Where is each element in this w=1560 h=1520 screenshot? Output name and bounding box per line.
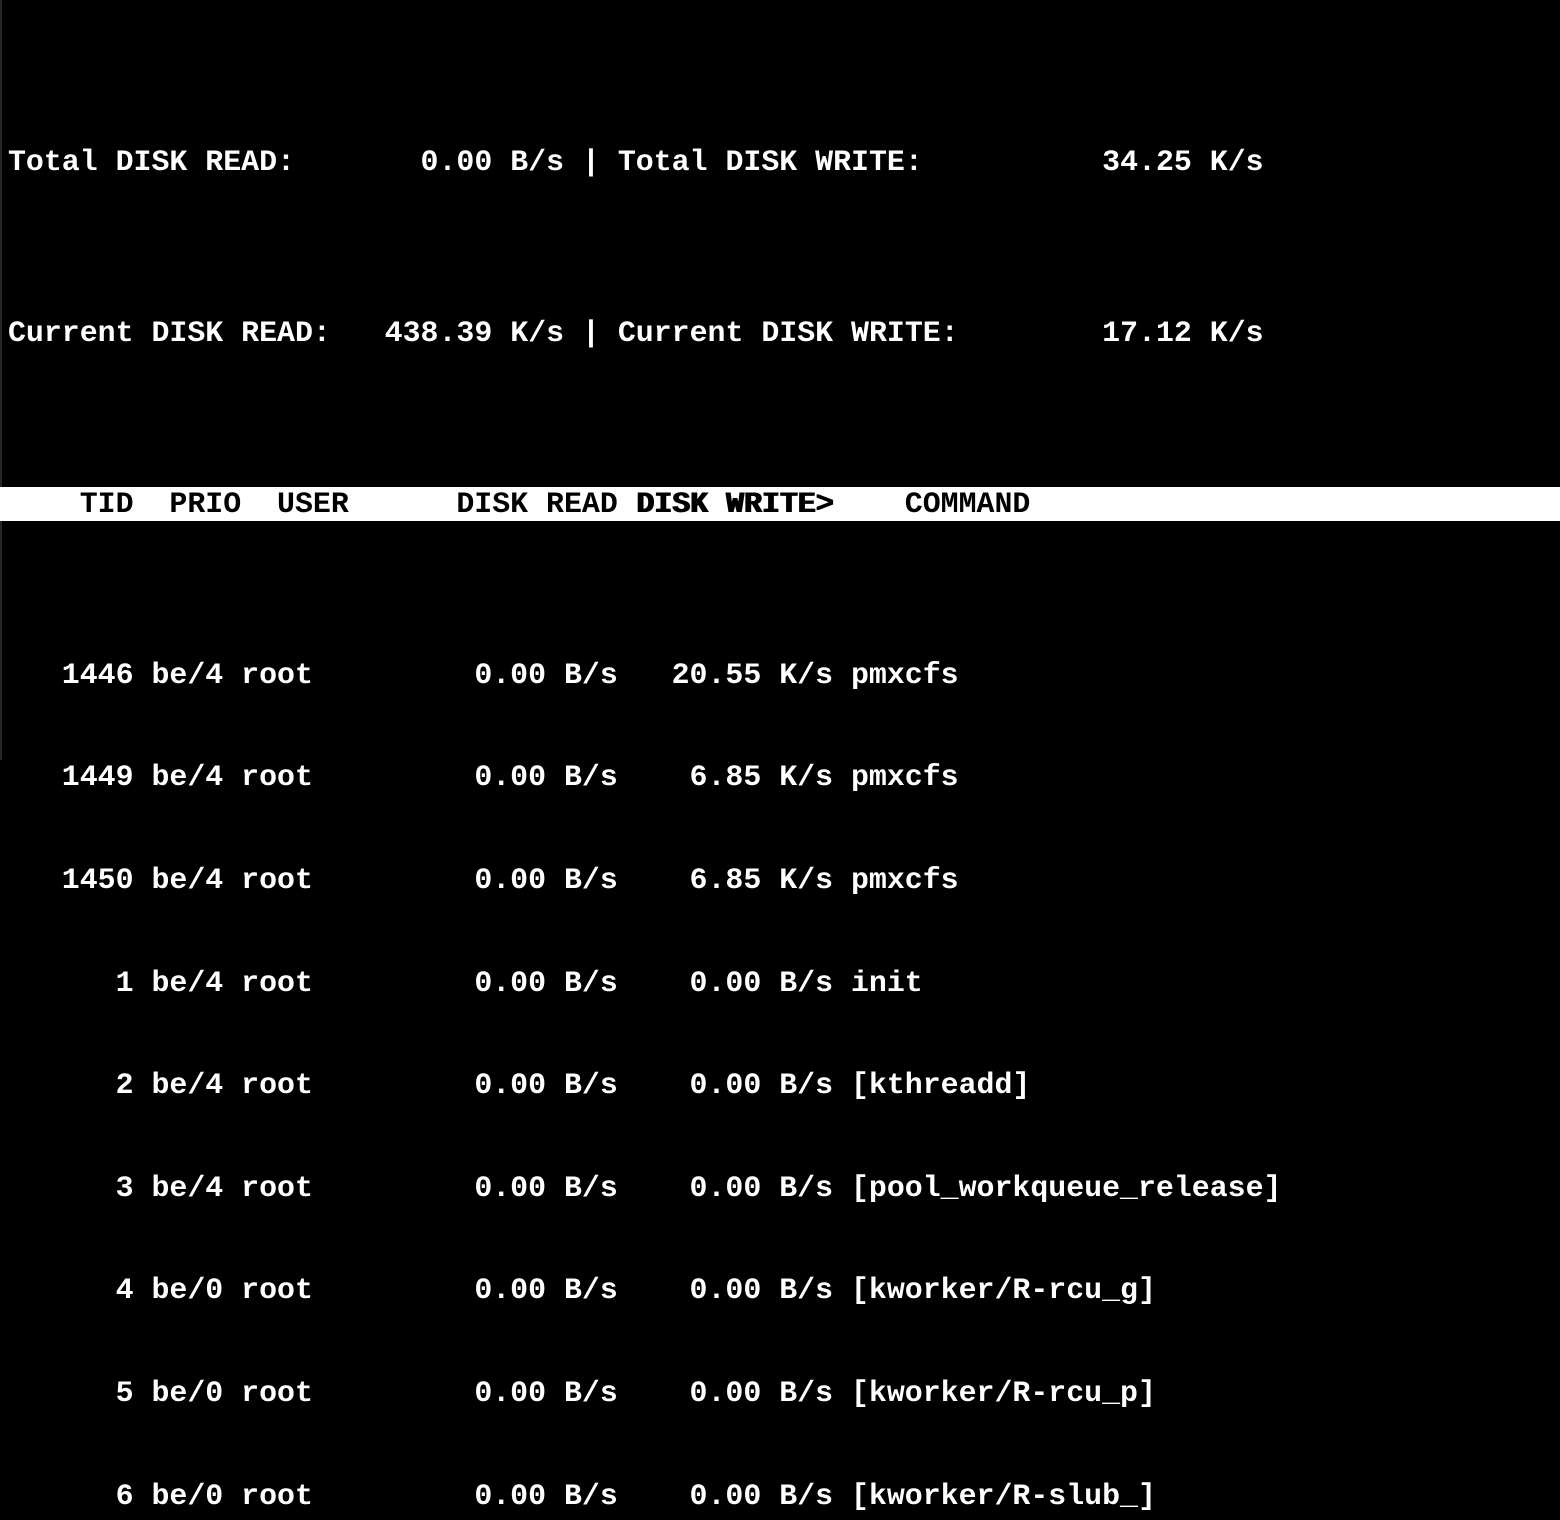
current-disk-read-value: 438.39 K/s bbox=[384, 315, 565, 350]
disk-write-cell: 0.00 B/s bbox=[689, 965, 834, 1000]
tid-cell: 6 bbox=[115, 1478, 134, 1513]
summary-separator: | bbox=[581, 144, 600, 179]
summary-total-line: Total DISK READ: 0.00 B/s | Total DISK WRIT… bbox=[8, 145, 1560, 179]
command-cell: pmxcfs bbox=[850, 863, 959, 897]
user-cell: root bbox=[241, 1273, 313, 1308]
disk-write-cell: 0.00 B/s bbox=[689, 1068, 834, 1103]
process-row: 3 be/4 root 0.00 B/s 0.00 B/s [pool_workqueue… bbox=[8, 1171, 1560, 1205]
disk-write-cell: 0.00 B/s bbox=[689, 1170, 834, 1205]
user-cell: root bbox=[241, 965, 313, 1000]
disk-write-cell: 0.00 B/s bbox=[689, 1478, 834, 1513]
command-cell: pmxcfs bbox=[850, 760, 959, 795]
command-cell: init bbox=[850, 965, 923, 1000]
user-cell: root bbox=[241, 863, 313, 897]
summary-current-line: Current DISK READ: 438.39 K/s | Current DIS… bbox=[8, 316, 1560, 350]
disk-write-cell: 6.85 K/s bbox=[689, 863, 834, 897]
prio-cell: be/0 bbox=[151, 1273, 224, 1308]
disk-read-cell: 0.00 B/s bbox=[474, 657, 618, 692]
process-row: 1 be/4 root 0.00 B/s 0.00 B/s init bbox=[8, 966, 1560, 1000]
user-cell: root bbox=[241, 1478, 313, 1513]
prio-cell: be/4 bbox=[151, 657, 224, 692]
user-cell: root bbox=[241, 1375, 313, 1410]
tid-cell: 1 bbox=[115, 965, 134, 1000]
command-cell: [pool_workqueue_release] bbox=[850, 1170, 1282, 1205]
prio-cell: be/4 bbox=[151, 760, 224, 795]
current-disk-write-label: Current DISK WRITE: bbox=[617, 315, 959, 350]
user-cell: root bbox=[241, 657, 313, 692]
tid-cell: 3 bbox=[115, 1170, 134, 1205]
prio-cell: be/0 bbox=[151, 1478, 224, 1513]
process-row: 4 be/0 root 0.00 B/s 0.00 B/s [kworker/R-rcu_… bbox=[8, 1273, 1560, 1307]
column-header-prio: PRIO bbox=[169, 486, 242, 521]
disk-write-cell: 20.55 K/s bbox=[671, 657, 834, 692]
column-header-disk-write-sorted: DISK WRITE> bbox=[635, 486, 834, 521]
prio-cell: be/4 bbox=[151, 965, 224, 1000]
disk-write-cell: 0.00 B/s bbox=[689, 1375, 834, 1410]
tid-cell: 1446 bbox=[61, 657, 134, 692]
user-cell: root bbox=[241, 760, 313, 795]
command-cell: [kthreadd] bbox=[850, 1068, 1031, 1103]
user-cell: root bbox=[241, 1068, 313, 1103]
tid-cell: 1449 bbox=[61, 760, 134, 795]
disk-read-cell: 0.00 B/s bbox=[474, 863, 618, 897]
command-cell: [kworker/R-rcu_p] bbox=[850, 1375, 1156, 1410]
disk-write-cell: 0.00 B/s bbox=[689, 1273, 834, 1308]
process-row: 1446 be/4 root 0.00 B/s 20.55 K/s pmxcfs bbox=[8, 658, 1560, 692]
summary-separator: | bbox=[581, 315, 600, 350]
tid-cell: 5 bbox=[115, 1375, 134, 1410]
table-header: TID PRIO USER DISK READ DISK WRITE> COMMAND bbox=[0, 486, 1560, 521]
disk-read-cell: 0.00 B/s bbox=[474, 1068, 618, 1103]
column-header-tid: TID bbox=[79, 486, 134, 521]
command-cell: [kworker/R-rcu_g] bbox=[850, 1273, 1156, 1308]
prio-cell: be/4 bbox=[151, 1068, 224, 1103]
process-row: 5 be/0 root 0.00 B/s 0.00 B/s [kworker/R-rcu_… bbox=[8, 1376, 1560, 1410]
current-disk-write-value: 17.12 K/s bbox=[1102, 315, 1264, 350]
total-disk-write-value: 34.25 K/s bbox=[1102, 144, 1264, 179]
current-disk-read-label: Current DISK READ: bbox=[8, 315, 331, 350]
command-cell: pmxcfs bbox=[850, 657, 959, 692]
total-disk-read-value: 0.00 B/s bbox=[420, 144, 565, 179]
total-disk-write-label: Total DISK WRITE: bbox=[617, 144, 923, 179]
disk-read-cell: 0.00 B/s bbox=[474, 965, 618, 1000]
column-header-user: USER bbox=[277, 486, 349, 521]
tid-cell: 1450 bbox=[61, 863, 134, 897]
disk-read-cell: 0.00 B/s bbox=[474, 760, 618, 795]
total-disk-read-label: Total DISK READ: bbox=[8, 144, 295, 179]
process-row: 2 be/4 root 0.00 B/s 0.00 B/s [kthreadd] bbox=[8, 1068, 1560, 1102]
disk-read-cell: 0.00 B/s bbox=[474, 1375, 618, 1410]
prio-cell: be/4 bbox=[151, 1170, 224, 1205]
prio-cell: be/4 bbox=[151, 863, 224, 897]
command-cell: [kworker/R-slub_] bbox=[850, 1478, 1156, 1513]
tid-cell: 4 bbox=[115, 1273, 134, 1308]
process-row: 1450 be/4 root 0.00 B/s 6.85 K/s pmxcfs bbox=[8, 863, 1560, 897]
tid-cell: 2 bbox=[115, 1068, 134, 1103]
process-row: 6 be/0 root 0.00 B/s 0.00 B/s [kworker/R-slub… bbox=[8, 1479, 1560, 1513]
process-row: 1449 be/4 root 0.00 B/s 6.85 K/s pmxcfs bbox=[8, 760, 1560, 794]
column-header-disk-read: DISK READ bbox=[456, 486, 618, 521]
disk-write-cell: 6.85 K/s bbox=[689, 760, 834, 795]
disk-read-cell: 0.00 B/s bbox=[474, 1170, 618, 1205]
user-cell: root bbox=[241, 1170, 313, 1205]
column-header-command: COMMAND bbox=[904, 486, 1031, 521]
prio-cell: be/0 bbox=[151, 1375, 224, 1410]
disk-read-cell: 0.00 B/s bbox=[474, 1478, 618, 1513]
disk-read-cell: 0.00 B/s bbox=[474, 1273, 618, 1308]
